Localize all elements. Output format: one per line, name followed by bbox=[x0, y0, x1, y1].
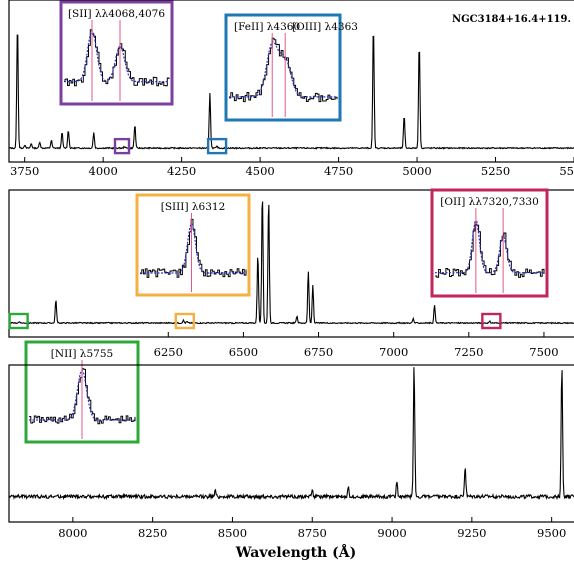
panel-frame bbox=[8, 364, 574, 523]
spectrum-panel: 6250 6500 6750 7000 7250 7500 [SIII] λ6312 [OII… bbox=[8, 188, 574, 444]
spectrum-panel: 3750 4000 4250 4500 4750 5000 5250 5500 [SII] λλ… bbox=[8, 0, 574, 178]
x-tick-label: 9250 bbox=[457, 526, 486, 540]
panel-frame bbox=[8, 0, 574, 163]
x-tick-label: 4000 bbox=[89, 164, 118, 178]
inset-label: [OII] λλ7320,7330 bbox=[440, 196, 539, 208]
spectrum-line bbox=[8, 201, 574, 325]
x-tick-label: 7250 bbox=[454, 345, 483, 359]
x-axis-title: Wavelength (Å) bbox=[235, 543, 356, 561]
x-tick-label: 8000 bbox=[58, 526, 87, 540]
object-label: NGC3184+16.4+119. bbox=[452, 14, 571, 25]
panel-frame bbox=[8, 189, 574, 338]
inset-spectrum bbox=[435, 223, 545, 278]
x-tick-label: 5250 bbox=[481, 164, 510, 178]
spectrum-panel: 8000 8250 8500 8750 9000 9250 9500 bbox=[8, 364, 574, 540]
inset-model-fit bbox=[140, 221, 246, 274]
x-tick-label: 7500 bbox=[529, 345, 558, 359]
inset-label: [SIII] λ6312 bbox=[161, 201, 226, 213]
inset-frame bbox=[135, 193, 251, 297]
zoom-inset: [FeII] λ4360[OIII] λ4363 bbox=[224, 13, 358, 122]
x-tick-label: 9500 bbox=[537, 526, 566, 540]
zoom-inset: [OII] λλ7320,7330 bbox=[430, 188, 549, 298]
x-tick-label: 6250 bbox=[154, 345, 183, 359]
x-tick-label: 4250 bbox=[167, 164, 196, 178]
spectrum-line bbox=[8, 367, 574, 501]
x-tick-label: 8250 bbox=[138, 526, 167, 540]
region-marker-box bbox=[206, 137, 228, 155]
inset-model-fit bbox=[64, 29, 169, 83]
zoom-inset: [SII] λλ4068,4076 bbox=[59, 0, 174, 106]
inset-model-fit bbox=[435, 220, 544, 274]
inset-frame bbox=[224, 13, 342, 122]
inset-frame bbox=[430, 188, 549, 298]
x-tick-label: 7000 bbox=[379, 345, 408, 359]
inset-spectrum bbox=[140, 218, 247, 278]
region-marker-box bbox=[8, 312, 29, 330]
inset-label: [FeII] λ4360 bbox=[234, 21, 300, 33]
x-tick-label: 8750 bbox=[298, 526, 327, 540]
inset-label: [SII] λλ4068,4076 bbox=[68, 8, 165, 20]
x-tick-label: 6500 bbox=[229, 345, 258, 359]
region-marker-box bbox=[481, 312, 502, 330]
inset-model-fit bbox=[229, 41, 337, 98]
inset-label: [NII] λ5755 bbox=[51, 348, 113, 360]
x-tick-label: 6750 bbox=[304, 345, 333, 359]
x-tick-label: 8500 bbox=[218, 526, 247, 540]
zoom-inset: [NII] λ5755 bbox=[24, 340, 140, 444]
x-tick-label: 5500 bbox=[559, 164, 574, 178]
region-marker-box bbox=[174, 312, 196, 330]
zoom-inset: [SIII] λ6312 bbox=[135, 193, 251, 297]
region-marker-box bbox=[113, 137, 131, 155]
x-tick-label: 3750 bbox=[10, 164, 39, 178]
x-tick-label: 4750 bbox=[324, 164, 353, 178]
x-tick-label: 4500 bbox=[245, 164, 274, 178]
inset-label: [OIII] λ4363 bbox=[292, 21, 358, 33]
x-tick-label: 9000 bbox=[377, 526, 406, 540]
x-tick-label: 5000 bbox=[402, 164, 431, 178]
spectrum-line bbox=[8, 34, 574, 150]
inset-spectrum bbox=[64, 29, 170, 87]
